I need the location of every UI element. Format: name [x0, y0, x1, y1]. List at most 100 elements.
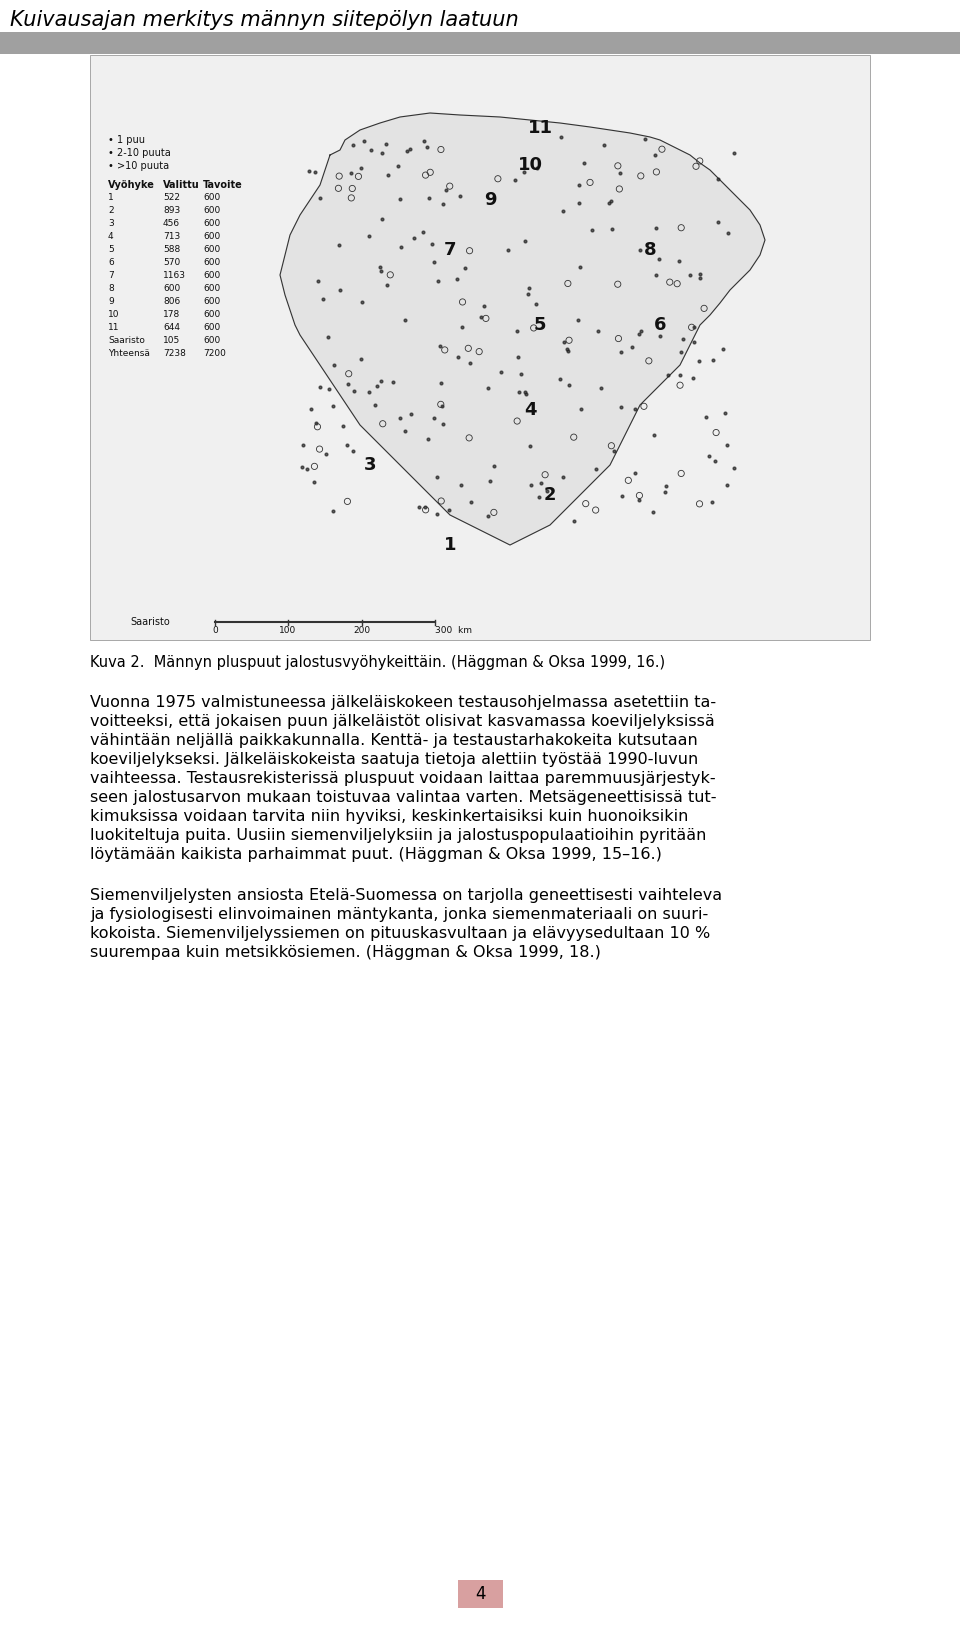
Point: [692, 265, 708, 291]
Point: [324, 393, 340, 419]
Text: 3: 3: [364, 457, 376, 473]
Point: [561, 338, 576, 365]
Point: [438, 176, 453, 202]
Text: 600: 600: [203, 297, 220, 306]
Point: [486, 453, 501, 480]
Point: [380, 161, 396, 187]
Point: [716, 337, 732, 363]
Point: [686, 314, 702, 340]
Point: [321, 324, 336, 350]
Text: Saaristo: Saaristo: [108, 337, 145, 345]
Point: [673, 338, 688, 365]
Point: [473, 304, 489, 330]
Point: [373, 368, 389, 394]
Point: [321, 376, 336, 403]
Point: [646, 422, 661, 449]
Point: [368, 391, 383, 417]
Text: seen jalostusarvon mukaan toistuvaa valintaa varten. Metsägeneettisissä tut-: seen jalostusarvon mukaan toistuvaa vali…: [90, 790, 716, 805]
Point: [418, 163, 433, 189]
Text: 10: 10: [517, 156, 542, 174]
Point: [374, 140, 390, 166]
Point: [307, 158, 323, 184]
Point: [611, 153, 626, 179]
Point: [437, 337, 452, 363]
Point: [310, 268, 325, 294]
Point: [632, 237, 647, 263]
Point: [393, 406, 408, 432]
Point: [353, 154, 369, 181]
Text: ja fysiologisesti elinvoimainen mäntykanta, jonka siemenmateriaali on suuri-: ja fysiologisesti elinvoimainen mäntykan…: [90, 907, 708, 922]
Point: [613, 394, 629, 421]
Point: [596, 131, 612, 158]
Point: [372, 255, 388, 281]
Point: [613, 338, 629, 365]
Point: [708, 419, 724, 445]
Point: [683, 261, 698, 288]
Point: [604, 432, 619, 458]
Point: [346, 378, 361, 404]
Text: kimuksissa voidaan tarvita niin hyviksi, keskinkertaisiksi kuin huonoiksikin: kimuksissa voidaan tarvita niin hyviksi,…: [90, 808, 688, 825]
Text: 600: 600: [203, 258, 220, 268]
Point: [717, 399, 732, 426]
Text: 600: 600: [203, 192, 220, 202]
Point: [514, 360, 529, 386]
Point: [709, 209, 725, 235]
Point: [418, 496, 433, 522]
Point: [556, 463, 571, 490]
Point: [296, 432, 311, 458]
Point: [325, 498, 341, 524]
Text: 600: 600: [203, 324, 220, 332]
Point: [433, 391, 448, 417]
Text: 7238: 7238: [163, 348, 186, 358]
Text: 600: 600: [203, 219, 220, 228]
Text: 6: 6: [654, 315, 666, 334]
Point: [434, 370, 449, 396]
Text: 806: 806: [163, 297, 180, 306]
Point: [393, 233, 408, 260]
Text: Valittu: Valittu: [163, 181, 200, 191]
Text: 7200: 7200: [203, 348, 226, 358]
Point: [301, 158, 317, 184]
Point: [726, 140, 741, 166]
Point: [584, 217, 599, 243]
Point: [516, 158, 532, 184]
Point: [510, 317, 525, 343]
Text: 600: 600: [203, 284, 220, 292]
Point: [441, 498, 456, 524]
Point: [340, 488, 355, 514]
Point: [648, 263, 663, 289]
Text: 570: 570: [163, 258, 180, 268]
Point: [341, 360, 356, 386]
Point: [380, 273, 396, 299]
Text: 713: 713: [163, 232, 180, 242]
Point: [523, 472, 539, 498]
Text: 0: 0: [212, 626, 218, 634]
Point: [696, 296, 711, 322]
Point: [454, 314, 469, 340]
Point: [612, 176, 627, 202]
Point: [308, 409, 324, 435]
Text: 9: 9: [108, 297, 113, 306]
Point: [361, 222, 376, 248]
Point: [510, 343, 525, 370]
Text: 9: 9: [484, 191, 496, 209]
Point: [462, 238, 477, 265]
Point: [530, 154, 545, 181]
Text: 1: 1: [444, 536, 456, 554]
Point: [562, 327, 577, 353]
Point: [486, 499, 501, 526]
Point: [436, 411, 451, 437]
Point: [453, 472, 468, 498]
Point: [442, 173, 457, 199]
FancyBboxPatch shape: [90, 54, 870, 641]
Text: 600: 600: [203, 271, 220, 279]
Point: [671, 248, 686, 274]
Point: [392, 186, 407, 212]
Point: [540, 478, 555, 504]
Point: [632, 486, 647, 513]
Point: [676, 325, 691, 352]
Point: [692, 261, 708, 288]
Text: 7: 7: [108, 271, 113, 279]
Point: [691, 347, 707, 373]
Text: • >10 puuta: • >10 puuta: [108, 161, 169, 171]
